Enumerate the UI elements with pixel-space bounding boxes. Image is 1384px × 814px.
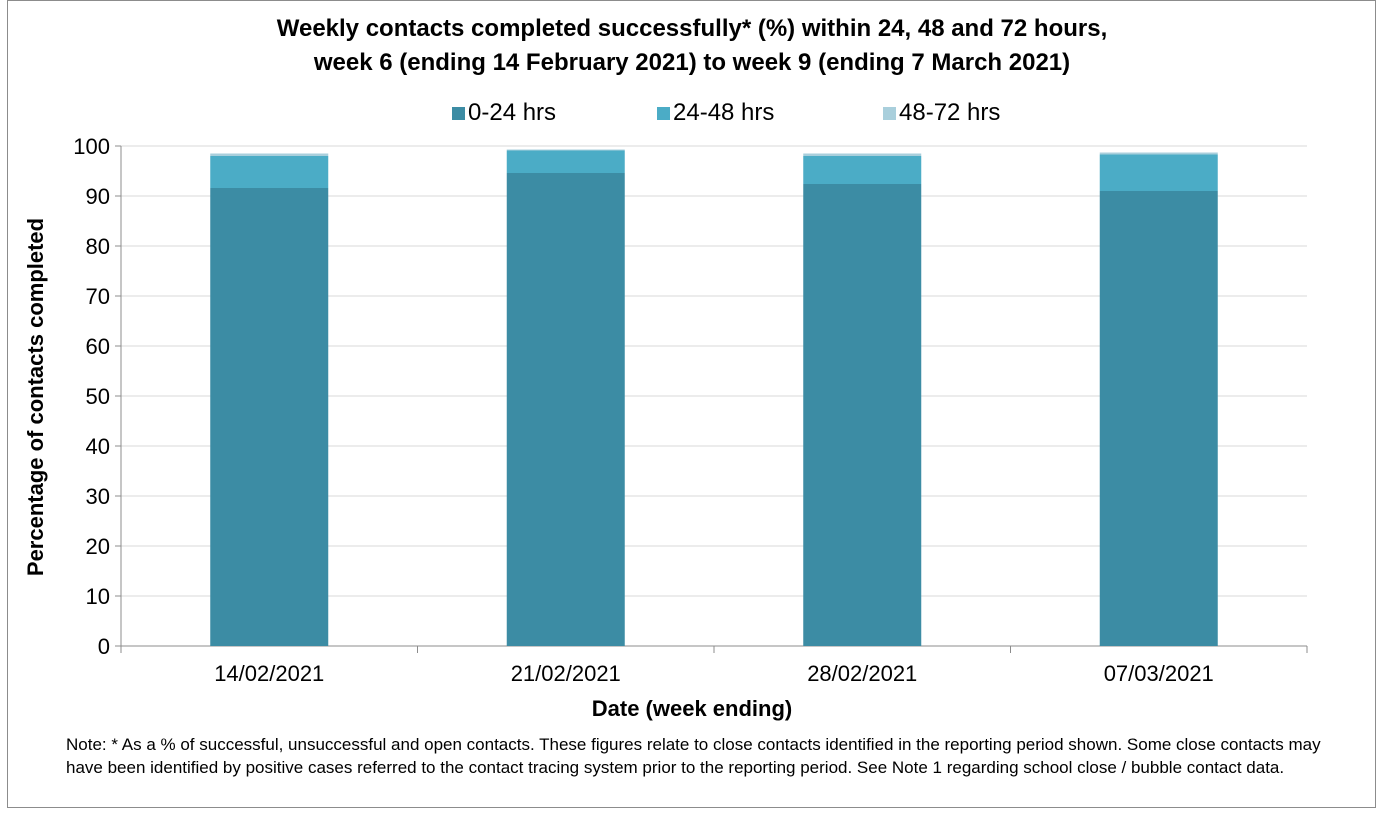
legend-label-48-72: 48-72 hrs [899,99,1001,126]
bar-21-02-2021-series-2 [506,149,625,151]
chart-title-line-1: Weekly contacts completed successfully* … [276,15,1108,42]
chart-title-line-2: week 6 (ending 14 February 2021) to week… [313,49,1071,76]
y-tick-label-80: 80 [86,234,110,259]
bar-21-02-2021-series-1 [506,150,625,173]
bar-14-02-2021-series-0 [210,188,329,646]
bar-28-02-2021-series-2 [803,153,922,156]
bar-14-02-2021-series-2 [210,153,329,156]
legend-swatch-0-24 [452,106,465,120]
chart-legend: 0-24 hrs 24-48 hrs 48-72 hrs [0,98,1384,128]
x-axis-title: Date (week ending) [591,696,793,721]
y-tick-label-90: 90 [86,184,110,209]
footnote: Note: * As a % of successful, unsuccessf… [66,735,1321,777]
bar-21-02-2021-series-0 [506,173,625,646]
y-tick-label-70: 70 [86,284,110,309]
bar-28-02-2021-series-1 [803,156,922,184]
y-tick-label-60: 60 [86,334,110,359]
bar-07-03-2021-series-2 [1099,152,1218,155]
x-tick-label-3: 07/03/2021 [1104,661,1214,686]
legend-label-24-48: 24-48 hrs [673,99,775,126]
x-tick-label-0: 14/02/2021 [214,661,324,686]
bar-07-03-2021-series-1 [1099,154,1218,191]
y-tick-label-20: 20 [86,534,110,559]
y-axis-title: Percentage of contacts completed [23,217,48,577]
bar-07-03-2021-series-0 [1099,191,1218,646]
legend-swatch-48-72 [883,106,896,120]
x-tick-label-1: 21/02/2021 [511,661,621,686]
y-tick-label-0: 0 [98,634,110,659]
bar-28-02-2021-series-0 [803,184,922,646]
chart-frame [7,0,1376,808]
y-tick-label-30: 30 [86,484,110,509]
chart-title: Weekly contacts completed successfully* … [0,12,1384,80]
legend-swatch-24-48 [657,106,670,120]
legend-item-48-72: 48-72 hrs [883,98,1000,128]
legend-item-24-48: 24-48 hrs [657,98,774,128]
y-tick-label-100: 100 [73,134,110,159]
y-tick-label-10: 10 [86,584,110,609]
legend-item-0-24: 0-24 hrs [452,98,556,128]
x-tick-label-2: 28/02/2021 [807,661,917,686]
bar-14-02-2021-series-1 [210,156,329,188]
y-tick-label-50: 50 [86,384,110,409]
y-tick-label-40: 40 [86,434,110,459]
legend-label-0-24: 0-24 hrs [468,99,557,126]
